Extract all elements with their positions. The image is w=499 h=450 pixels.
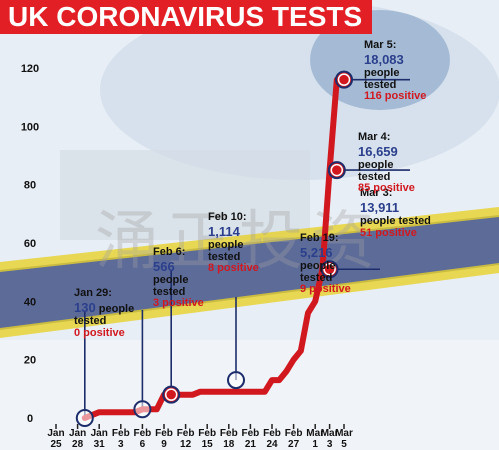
annotation-count: 5,216 bbox=[300, 244, 333, 260]
annotation-count: 566 bbox=[153, 258, 175, 274]
x-tick-label: 3 bbox=[327, 439, 333, 450]
x-tick-label: Feb bbox=[263, 428, 281, 439]
annotation-tested: tested bbox=[74, 315, 107, 328]
x-tick-label: 15 bbox=[202, 439, 214, 450]
annotation-positive: 116 positive bbox=[364, 90, 427, 103]
x-tick-label: 24 bbox=[266, 439, 278, 450]
x-tick-label: Feb bbox=[134, 428, 152, 439]
annotation-7: Mar 5: 18,083 people tested 116 positive bbox=[364, 39, 427, 103]
y-axis: 0 20 40 60 80 100 120 bbox=[21, 63, 39, 425]
annotation-count: 130 bbox=[74, 299, 96, 315]
annotation-6: Mar 4: 16,659 people tested 85 positive bbox=[358, 131, 415, 195]
data-point-marker bbox=[133, 400, 152, 419]
x-tick-label: Mar bbox=[321, 428, 339, 439]
annotation-date: Feb 19: bbox=[300, 232, 339, 244]
annotation-count-suffix: people bbox=[95, 302, 135, 315]
x-tick-label: 21 bbox=[245, 439, 257, 450]
y-tick-label: 100 bbox=[21, 121, 39, 133]
data-point-marker-ring bbox=[330, 163, 344, 177]
x-tick-label: Jan bbox=[47, 428, 64, 439]
x-tick-label: 12 bbox=[180, 439, 192, 450]
annotation-date: Mar 4: bbox=[358, 131, 391, 143]
annotation-tested: people tested bbox=[153, 274, 189, 298]
annotation-count: 16,659 bbox=[358, 143, 398, 159]
annotation-count-line: 5,216 bbox=[300, 245, 351, 262]
x-tick-label: Feb bbox=[112, 428, 130, 439]
data-point-marker-ring bbox=[337, 73, 351, 86]
y-tick-label: 20 bbox=[24, 355, 36, 367]
x-tick-label: 5 bbox=[341, 439, 347, 450]
annotation-date: Mar 5: bbox=[364, 39, 397, 51]
annotation-4: Feb 19: 5,216 people tested 9 positive bbox=[300, 232, 351, 296]
data-point-marker-ring bbox=[323, 263, 336, 276]
annotation-count-line: 1,114 bbox=[208, 224, 259, 241]
annotation-count-line: 16,659 bbox=[358, 144, 415, 161]
x-tick-label: 25 bbox=[50, 439, 62, 450]
y-tick-label: 60 bbox=[24, 238, 36, 250]
annotation-positive: 85 positive bbox=[358, 182, 415, 195]
data-point-marker bbox=[227, 371, 245, 390]
x-tick-label: Feb bbox=[285, 428, 303, 439]
chart-title: UK CORONAVIRUS TESTS bbox=[0, 0, 373, 34]
annotation-tested: people tested bbox=[300, 260, 336, 284]
x-tick-label: 6 bbox=[140, 439, 146, 450]
annotation-positive: 51 positive bbox=[360, 226, 417, 239]
annotation-3: Feb 10: 1,114 people tested 8 positive bbox=[208, 211, 259, 275]
annotation-tested: people tested bbox=[364, 67, 400, 91]
data-point-marker-ring bbox=[164, 388, 178, 401]
annotation-count: 1,114 bbox=[208, 223, 240, 239]
annotation-positive: 8 positive bbox=[208, 262, 259, 275]
annotation-tested: people tested bbox=[360, 215, 431, 228]
annotation-date: Jan 29: bbox=[74, 287, 112, 299]
y-tick-label: 120 bbox=[21, 63, 39, 75]
x-tick-label: Feb bbox=[242, 428, 260, 439]
y-tick-label: 40 bbox=[24, 296, 36, 308]
annotation-date: Feb 6: bbox=[153, 246, 186, 258]
annotation-count-line: 566 bbox=[153, 259, 204, 276]
annotation-date: Feb 10: bbox=[208, 211, 247, 223]
annotation-2: Feb 6: 566 people tested 3 positive bbox=[153, 246, 204, 310]
annotation-count: 13,911 bbox=[360, 199, 400, 215]
x-tick-label: 3 bbox=[118, 439, 124, 450]
x-tick-label: Mar bbox=[306, 428, 324, 439]
y-tick-label: 80 bbox=[24, 180, 36, 192]
x-tick-label: Feb bbox=[155, 428, 173, 439]
annotation-positive: 3 positive bbox=[153, 297, 204, 310]
x-tick-label: 31 bbox=[94, 439, 106, 450]
annotation-date: Mar 3: bbox=[360, 187, 393, 199]
x-tick-label: Feb bbox=[198, 428, 216, 439]
annotation-tested: people tested bbox=[208, 239, 244, 263]
annotation-tested: people tested bbox=[358, 159, 394, 183]
x-tick-label: Mar bbox=[335, 428, 353, 439]
x-tick-label: 9 bbox=[161, 439, 167, 450]
x-tick-label: 27 bbox=[288, 439, 300, 450]
leader-lines bbox=[84, 78, 410, 418]
x-axis: Jan25Jan28Jan31Feb3Feb6Feb9Feb12Feb15Feb… bbox=[47, 424, 353, 450]
annotation-count: 18,083 bbox=[364, 51, 404, 67]
x-tick-label: Jan bbox=[91, 428, 108, 439]
x-tick-label: Jan bbox=[69, 428, 86, 439]
x-tick-label: Feb bbox=[220, 428, 238, 439]
x-tick-label: 18 bbox=[223, 439, 235, 450]
annotation-count-line: 130 people bbox=[74, 300, 134, 317]
annotation-count-line: 18,083 bbox=[364, 52, 426, 69]
annotation-positive: 0 positive bbox=[74, 326, 125, 339]
x-tick-label: Feb bbox=[177, 428, 195, 439]
x-tick-label: 28 bbox=[72, 439, 84, 450]
point-markers bbox=[75, 70, 353, 427]
annotation-count-line: 13,911 bbox=[360, 200, 431, 217]
annotation-5: Mar 3: 13,911 people tested 51 positive bbox=[360, 187, 431, 239]
x-tick-label: 1 bbox=[312, 439, 318, 450]
annotation-1: Jan 29: 130 people tested 0 positive bbox=[74, 287, 134, 339]
y-tick-label: 0 bbox=[27, 413, 33, 425]
annotation-positive: 9 positive bbox=[300, 283, 351, 296]
data-point-marker bbox=[75, 409, 94, 427]
